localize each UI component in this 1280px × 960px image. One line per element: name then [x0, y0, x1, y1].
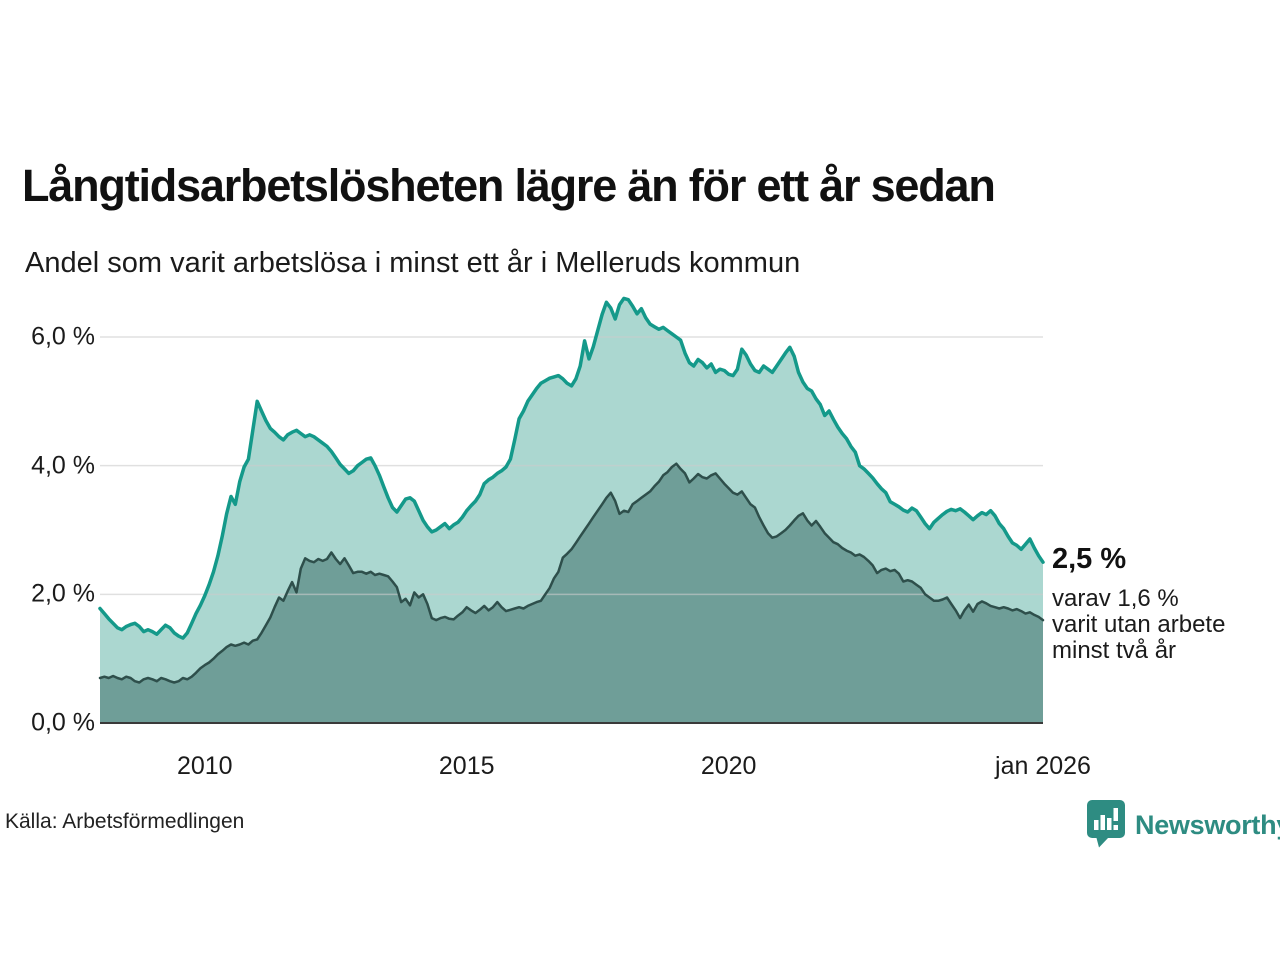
y-axis-label: 4,0 % — [31, 451, 95, 480]
annotation-detail-line: varit utan arbete — [1052, 611, 1226, 638]
area-two-years-fill — [100, 463, 1043, 723]
page-title: Långtidsarbetslösheten lägre än för ett … — [22, 160, 996, 212]
brand-name: Newsworthy — [1135, 810, 1280, 840]
gridlines — [100, 336, 1043, 596]
bar-chart-bubble-icon — [1087, 800, 1125, 848]
y-axis-label: 2,0 % — [31, 579, 95, 608]
line-total — [98, 296, 1045, 640]
x-axis-label: 2010 — [176, 752, 233, 780]
annotation-detail: varav 1,6 % varit utan arbete minst två … — [1052, 586, 1225, 664]
annotation-detail-line: minst två år — [1052, 637, 1177, 664]
last-value-annotation: 2,5 % — [1052, 543, 1127, 575]
newsworthy-logo: Newsworthy — [1086, 799, 1280, 848]
source-credit: Källa: Arbetsförmedlingen — [5, 810, 245, 833]
y-axis-label: 0,0 % — [31, 708, 95, 737]
x-axis-label: 2020 — [700, 752, 757, 780]
y-axis-label: 6,0 % — [31, 322, 95, 351]
chart-subtitle: Andel som varit arbetslösa i minst ett å… — [25, 247, 801, 279]
x-axis-label: jan 2026 — [995, 752, 1091, 780]
x-axis-label: 2015 — [438, 752, 495, 780]
line-two-years — [98, 462, 1045, 684]
annotation-detail-line: varav 1,6 % — [1052, 585, 1179, 612]
